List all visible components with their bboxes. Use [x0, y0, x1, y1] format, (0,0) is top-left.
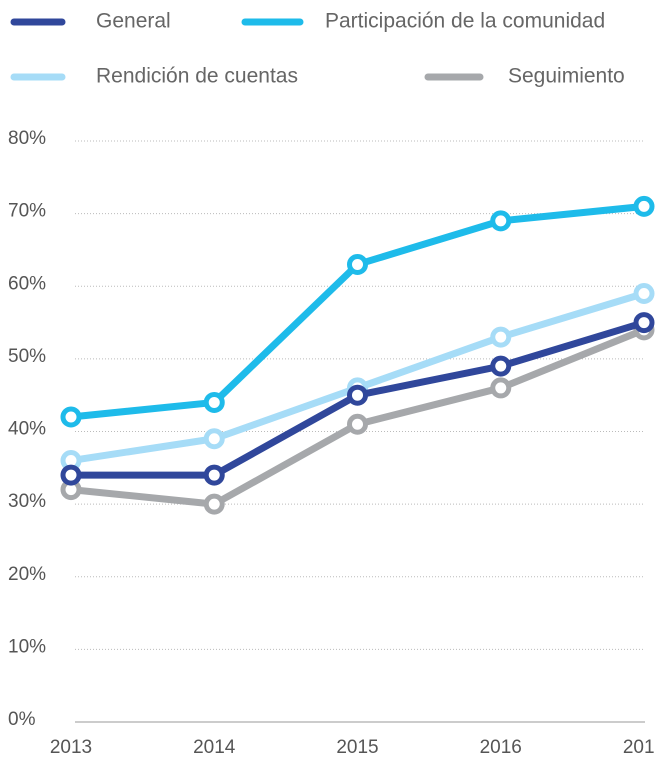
x-tick-label: 2014 — [193, 737, 236, 758]
y-tick-label: 80% — [8, 128, 46, 149]
point-marker — [490, 355, 512, 377]
point-marker — [347, 413, 368, 435]
x-tick-label: 2013 — [50, 737, 92, 758]
point-marker — [347, 384, 368, 406]
y-tick-label: 40% — [8, 419, 46, 440]
point-marker — [633, 195, 655, 217]
y-tick-label: 70% — [8, 201, 46, 222]
point-marker — [490, 210, 512, 232]
series-line — [70, 290, 646, 465]
point-marker — [633, 312, 655, 334]
legend-label: Rendición de cuentas — [96, 65, 298, 88]
point-marker — [60, 464, 82, 486]
legend-label: Seguimiento — [508, 65, 625, 88]
point-marker — [203, 493, 225, 515]
point-marker — [490, 326, 512, 348]
y-tick-label: 50% — [8, 346, 46, 367]
point-marker — [347, 253, 368, 275]
y-tick-label: 10% — [8, 636, 46, 657]
x-tick-label: 2015 — [336, 737, 378, 758]
point-marker — [203, 464, 225, 486]
y-tick-label: 30% — [8, 491, 46, 512]
point-marker — [60, 406, 82, 428]
point-marker — [490, 377, 512, 399]
point-marker — [203, 428, 225, 450]
x-tick-label: 2016 — [480, 737, 522, 758]
y-tick-label: 0% — [8, 709, 36, 730]
legend-label: Participación de la comunidad — [325, 10, 605, 33]
x-tick-label: 2017 — [623, 737, 655, 758]
legend-label: General — [96, 10, 171, 33]
y-tick-label: 20% — [8, 564, 46, 585]
point-marker — [633, 283, 655, 305]
y-tick-label: 60% — [8, 273, 46, 294]
point-marker — [203, 391, 225, 413]
